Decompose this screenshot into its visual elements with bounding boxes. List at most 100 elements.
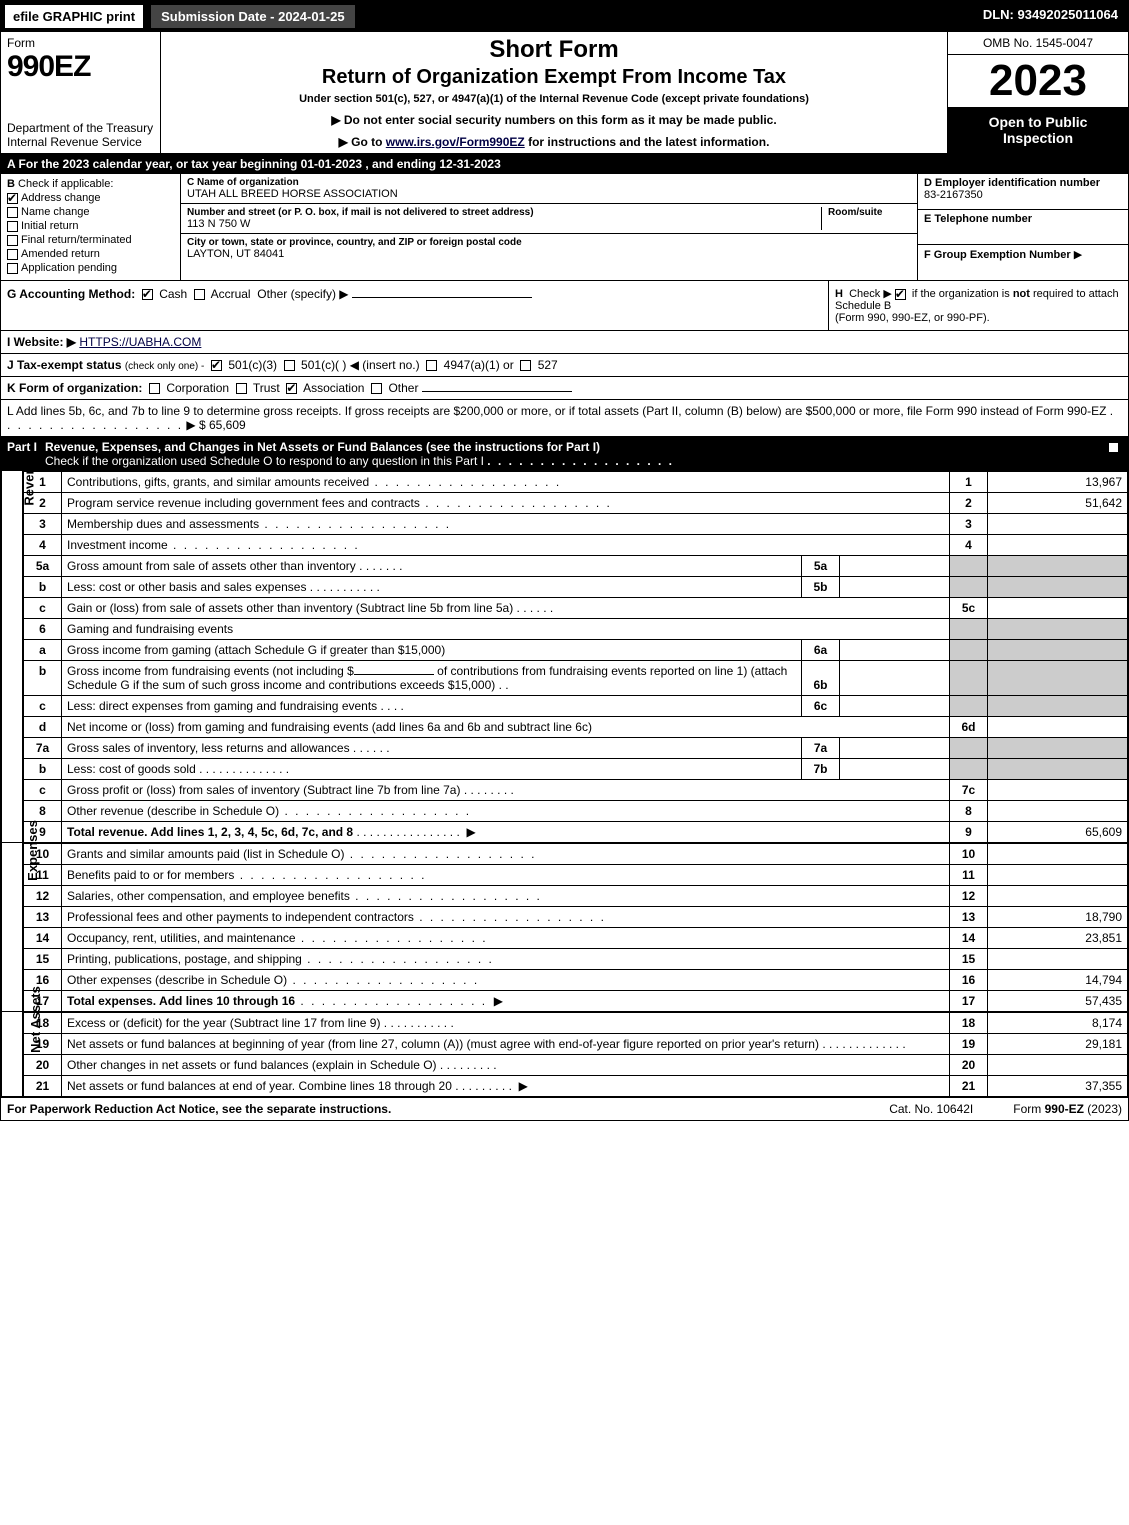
sub-amount [839,640,949,660]
line-box: 11 [950,865,988,886]
irs-link[interactable]: www.irs.gov/Form990EZ [386,135,525,149]
expenses-table: 10Grants and similar amounts paid (list … [23,843,1128,1012]
form-ref-bold: 990-EZ [1045,1102,1084,1116]
other-specify-input[interactable] [352,297,532,298]
city-value: LAYTON, UT 84041 [187,248,911,260]
line-desc: Less: cost of goods sold . . . . . . . .… [62,759,950,780]
sub-box: 5a [801,556,839,576]
dots-icon [420,496,612,510]
revenue-side-label: Revenue [1,471,23,843]
website-label: I Website: ▶ [7,335,76,349]
row-a-calendar-year: A For the 2023 calendar year, or tax yea… [1,154,1128,174]
line-desc: Investment income [62,535,950,556]
line-box: 10 [950,844,988,865]
line-amount: 37,355 [988,1076,1128,1097]
checkbox-icon[interactable] [194,289,205,300]
checkbox-icon [7,263,18,274]
goto-pre: ▶ Go to [339,135,386,149]
other-org-input[interactable] [422,391,572,392]
checkbox-icon[interactable] [426,360,437,371]
line-box: 18 [950,1013,988,1034]
chk-name-change[interactable]: Name change [7,206,174,218]
sub-amount [839,556,949,576]
line-amount [988,865,1128,886]
line-amount: 29,181 [988,1034,1128,1055]
expenses-text: Expenses [25,820,40,881]
top-toolbar: efile GRAPHIC print Submission Date - 20… [1,1,1128,32]
dln-label: DLN: 93492025011064 [973,1,1128,32]
chk-amended-return[interactable]: Amended return [7,248,174,260]
line-desc: Professional fees and other payments to … [62,907,950,928]
chk-label: Name change [21,206,90,218]
line-desc: Gross sales of inventory, less returns a… [62,738,950,759]
line-box: 16 [950,970,988,991]
line-box: 9 [950,822,988,843]
row-l-arrow: ▶ $ [186,418,205,432]
efile-print-button[interactable]: efile GRAPHIC print [3,3,145,30]
row-l-text: L Add lines 5b, 6c, and 7b to line 9 to … [7,404,1106,418]
checkbox-icon[interactable] [371,383,382,394]
opt-other: Other [388,381,418,395]
revenue-table: 1Contributions, gifts, grants, and simil… [23,471,1128,843]
sub-amount [839,759,949,779]
line-desc: Net assets or fund balances at beginning… [62,1034,950,1055]
sub-amount [839,738,949,758]
h-check: Check ▶ [849,288,892,300]
line-amount [988,717,1128,738]
line-amount [988,780,1128,801]
line-desc: Printing, publications, postage, and shi… [62,949,950,970]
line-9: 9Total revenue. Add lines 1, 2, 3, 4, 5c… [24,822,1128,843]
line-box: 12 [950,886,988,907]
line-box: 6d [950,717,988,738]
checkbox-icon[interactable] [149,383,160,394]
catalog-number: Cat. No. 10642I [849,1102,1013,1116]
line-desc: Other changes in net assets or fund bala… [62,1055,950,1076]
dots-icon [350,889,542,903]
dots-icon [287,973,479,987]
line-3: 3Membership dues and assessments3 [24,514,1128,535]
line-num: c [24,598,62,619]
submission-date-button[interactable]: Submission Date - 2024-01-25 [149,3,357,30]
chk-application-pending[interactable]: Application pending [7,262,174,274]
line-amount: 18,790 [988,907,1128,928]
line-amount: 57,435 [988,991,1128,1012]
line-19: 19Net assets or fund balances at beginni… [24,1034,1128,1055]
line-desc: Program service revenue including govern… [62,493,950,514]
chk-label: Amended return [21,248,100,260]
website-link[interactable]: HTTPS://UABHA.COM [79,335,201,349]
chk-final-return[interactable]: Final return/terminated [7,234,174,246]
section-e: E Telephone number [918,210,1128,246]
chk-address-change[interactable]: Address change [7,192,174,204]
h-text2: if the organization is [912,288,1010,300]
contrib-input[interactable] [354,674,434,675]
checkbox-icon[interactable] [286,383,297,394]
line-box-shade [950,556,988,577]
row-gh: G Accounting Method: Cash Accrual Other … [1,281,1128,331]
checkbox-icon[interactable] [211,360,222,371]
sub-box: 6a [801,640,839,660]
line-desc: Gross income from gaming (attach Schedul… [62,640,950,661]
section-b: B Check if applicable: Address change Na… [1,174,181,280]
expenses-side-label: Expenses [1,843,23,1012]
line-desc: Benefits paid to or for members [62,865,950,886]
form-reference: Form 990-EZ (2023) [1013,1102,1122,1116]
row-j: J Tax-exempt status (check only one) - 5… [1,354,1128,377]
sub-amount [839,577,949,597]
checkbox-icon[interactable] [895,289,906,300]
checkbox-icon[interactable] [142,289,153,300]
part-1-checkbox[interactable] [1102,440,1122,468]
sub-box: 7b [801,759,839,779]
sub-box: 6c [801,696,839,716]
chk-initial-return[interactable]: Initial return [7,220,174,232]
line-amount-shade [988,556,1128,577]
line-1: 1Contributions, gifts, grants, and simil… [24,472,1128,493]
line-11: 11Benefits paid to or for members11 [24,865,1128,886]
checkbox-icon[interactable] [284,360,295,371]
dots-icon [259,517,451,531]
toolbar-spacer [359,1,973,32]
line-desc: Less: cost or other basis and sales expe… [62,577,950,598]
dots-icon [344,847,536,861]
checkbox-icon[interactable] [520,360,531,371]
check-only-one: (check only one) - [125,361,204,372]
checkbox-icon[interactable] [236,383,247,394]
